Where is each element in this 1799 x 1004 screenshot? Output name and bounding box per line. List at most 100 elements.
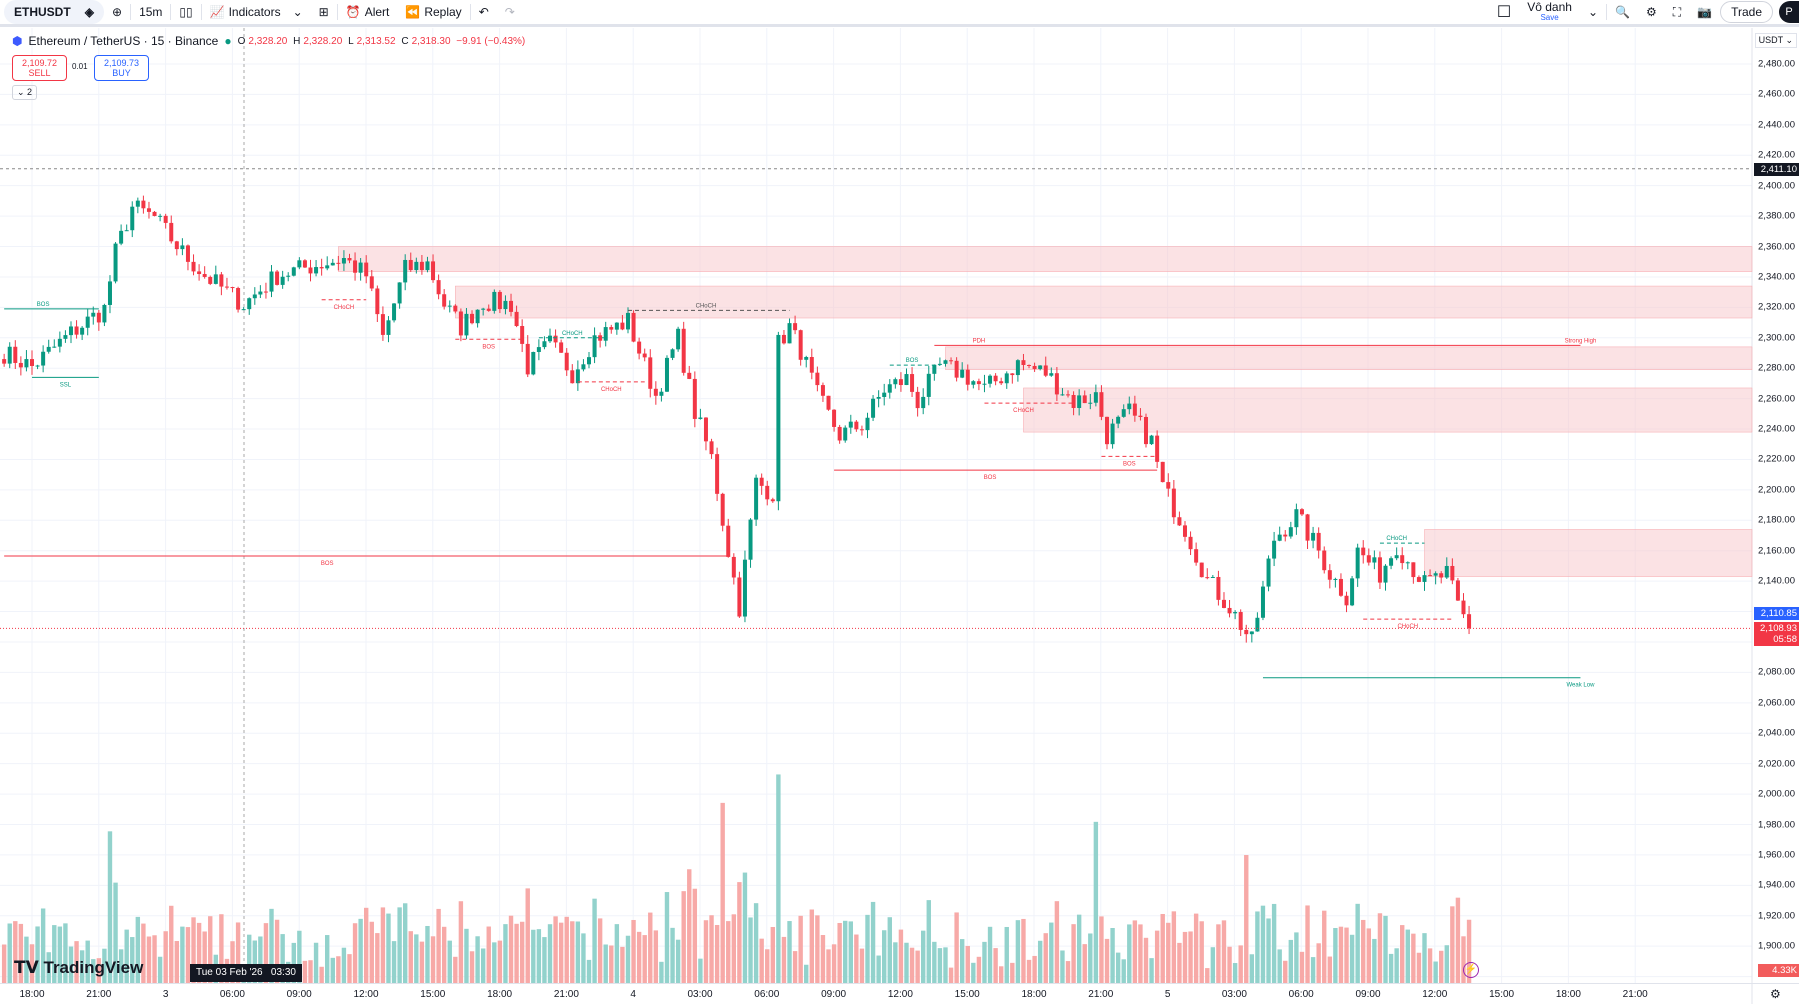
time-tick: 09:00 [1355, 989, 1381, 1000]
candle-body [715, 454, 720, 494]
quick-search-button[interactable]: 🔍 [1607, 0, 1638, 24]
currency-selector[interactable]: USDT ⌄ [1754, 33, 1797, 48]
time-tick: 4 [630, 989, 636, 1000]
undo-button[interactable]: ↶ [471, 0, 497, 24]
time-axis[interactable]: 18:00 21:00 3 06:00 09:00 12:00 15:00 18:00 21:0… [0, 983, 1799, 1004]
candle-body [1422, 575, 1427, 582]
volume-bar [1427, 948, 1433, 983]
candle-body [236, 288, 241, 310]
candle-body [96, 312, 101, 323]
interval-label: 15m [139, 5, 163, 19]
layout-checkbox[interactable]: ☐ [1489, 0, 1519, 24]
sell-button[interactable]: 2,109.72 SELL [12, 55, 67, 81]
layouts-button[interactable]: ⊞ [311, 0, 337, 24]
volume-bar [586, 959, 592, 983]
candles-icon: ▯▯ [179, 5, 193, 19]
volume-bar [453, 956, 458, 983]
symbol-search-button[interactable]: ETHUSDT ◈ [4, 0, 104, 24]
volume-bar [180, 926, 185, 983]
volume-bar [1444, 945, 1449, 983]
tradingview-logo[interactable]: 𝗧𝗩 TradingView [14, 958, 143, 978]
volume-bar [408, 931, 413, 983]
candle-body [408, 259, 413, 271]
alert-button[interactable]: ⏰ Alert [338, 0, 398, 24]
candle-body [692, 378, 697, 419]
candle-body [731, 556, 736, 578]
collapse-indicators-button[interactable]: ⌄ 2 [12, 85, 38, 100]
candle-body [63, 335, 68, 339]
chart-type-button[interactable]: ▯▯ [171, 0, 200, 24]
volume-bar [971, 962, 976, 983]
volume-bar [57, 926, 63, 983]
volume-bar [163, 931, 168, 983]
candle-body [375, 288, 380, 315]
buy-button[interactable]: 2,109.73 BUY [94, 55, 149, 81]
layout-name-button[interactable]: Vô danh Save [1519, 0, 1580, 24]
candle-body [999, 381, 1004, 384]
volume-bar [620, 946, 625, 983]
volume-bar [1037, 940, 1043, 983]
candle-body [403, 259, 408, 283]
volume-bar [1277, 949, 1282, 983]
candle-body [174, 241, 179, 250]
volume-bar [1433, 961, 1438, 983]
indicators-button[interactable]: 📈 Indicators ⌄ [202, 0, 311, 24]
volume-bar [820, 935, 826, 983]
volume-bar [369, 921, 374, 983]
volume-bar [419, 941, 425, 983]
candle-body [169, 222, 174, 242]
fullscreen-button[interactable]: ⛶ [1665, 0, 1689, 24]
volume-bar [1377, 913, 1383, 983]
trade-button[interactable]: Trade [1720, 1, 1773, 23]
candle-body [1433, 573, 1438, 576]
volume-bar [425, 925, 430, 983]
candle-body [230, 287, 235, 289]
candle-body [1450, 565, 1455, 581]
candle-body [119, 230, 124, 244]
volume-bar [1071, 924, 1076, 983]
candle-body [815, 372, 820, 386]
volume-bar [670, 927, 675, 983]
candle-body [497, 291, 502, 310]
candle-body [598, 335, 603, 341]
volume-bar [1416, 952, 1422, 983]
price-tick: 1,960.00 [1758, 849, 1795, 861]
avatar[interactable]: P [1779, 1, 1799, 23]
volume-bar [887, 917, 892, 983]
candle-body [1038, 365, 1043, 369]
candle-body [1372, 557, 1377, 563]
volume-bar [414, 934, 419, 983]
volume-bar [185, 927, 191, 983]
trade-label: Trade [1731, 5, 1762, 19]
candle-body [570, 370, 575, 384]
settings-button[interactable]: ⚙ [1638, 0, 1665, 24]
volume-bar [937, 948, 943, 983]
volume-bar [1026, 959, 1032, 983]
redo-button[interactable]: ↷ [497, 0, 523, 24]
layout-menu-button[interactable]: ⌄ [1580, 0, 1606, 24]
volume-bar [848, 921, 853, 983]
candle-body [781, 334, 786, 344]
add-symbol-button[interactable]: ⊕ [104, 0, 130, 24]
volume-bar [1193, 913, 1199, 983]
candle-body [559, 342, 564, 353]
axis-settings-icon[interactable]: ⚙ [1770, 987, 1781, 1001]
volume-bar [386, 913, 391, 983]
interval-button[interactable]: 15m [131, 0, 170, 24]
candle-body [1350, 578, 1355, 606]
candle-body [882, 392, 887, 397]
volume-bar [882, 930, 887, 983]
volume-bar [319, 966, 324, 983]
candle-body [553, 335, 558, 343]
lightning-icon[interactable]: ⚡ [1463, 962, 1479, 978]
volume-bar [1171, 911, 1177, 983]
volume-bar [759, 938, 764, 983]
snapshot-button[interactable]: 📷 [1689, 0, 1720, 24]
price-axis[interactable]: USDT ⌄ 2,480.00 2,460.00 2,440.00 2,420.00 2… [1752, 28, 1799, 983]
candle-body [1194, 549, 1199, 563]
candle-body [1439, 573, 1444, 578]
replay-button[interactable]: ⏪ Replay [397, 0, 469, 24]
symbol-title[interactable]: Ethereum / TetherUS · 15 · Binance [28, 34, 219, 48]
volume-bar [915, 950, 920, 983]
